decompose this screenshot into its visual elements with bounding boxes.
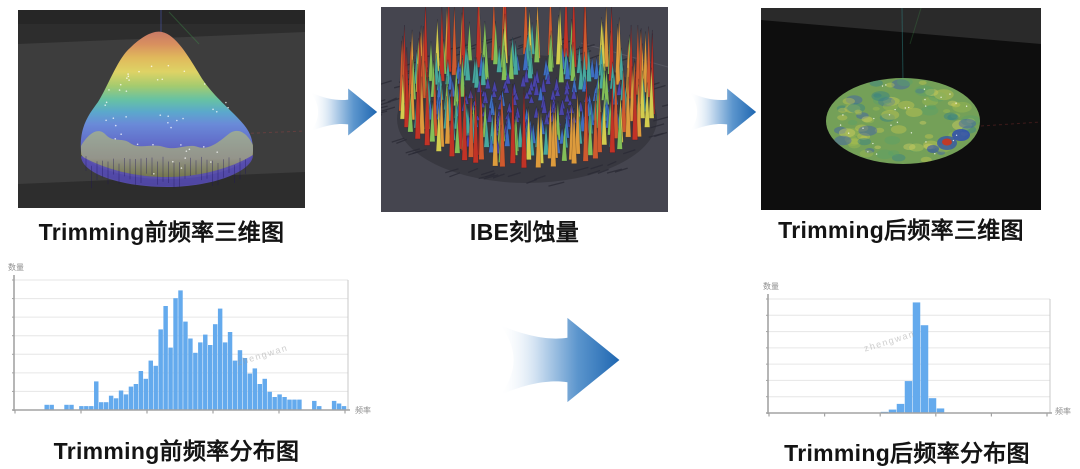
etch-map-graphic bbox=[381, 7, 668, 212]
surface-plot-after-image bbox=[761, 8, 1041, 210]
caption-etch: IBE刻蚀量 bbox=[469, 219, 580, 245]
etch-map-image bbox=[381, 7, 668, 212]
histogram-before: 数量 频率 zhengwan bbox=[8, 262, 371, 422]
flow-arrow-1-icon bbox=[307, 83, 381, 141]
caption-after-3d: Trimming后频率三维图 bbox=[778, 217, 1024, 243]
histogram-after: 数量 频率 zhengwan bbox=[763, 281, 1073, 423]
surface-plot-before-image bbox=[18, 10, 305, 208]
surface-plot-before-graphic bbox=[18, 10, 305, 208]
caption-before-3d: Trimming前频率三维图 bbox=[38, 219, 285, 245]
histogram-after-plot bbox=[766, 294, 1052, 417]
x-axis-label: 频率 bbox=[355, 406, 371, 415]
histogram-before-plot bbox=[12, 275, 350, 414]
caption-before-hist: Trimming前频率分布图 bbox=[53, 438, 300, 464]
flow-arrow-3-icon bbox=[490, 308, 630, 412]
caption-after-hist: Trimming后频率分布图 bbox=[784, 440, 1030, 466]
y-axis-label: 数量 bbox=[8, 263, 24, 272]
surface-plot-after-graphic bbox=[761, 8, 1041, 210]
flow-arrow-2-icon bbox=[687, 83, 759, 141]
y-axis-label: 数量 bbox=[763, 282, 779, 291]
x-axis-label: 频率 bbox=[1055, 407, 1071, 416]
